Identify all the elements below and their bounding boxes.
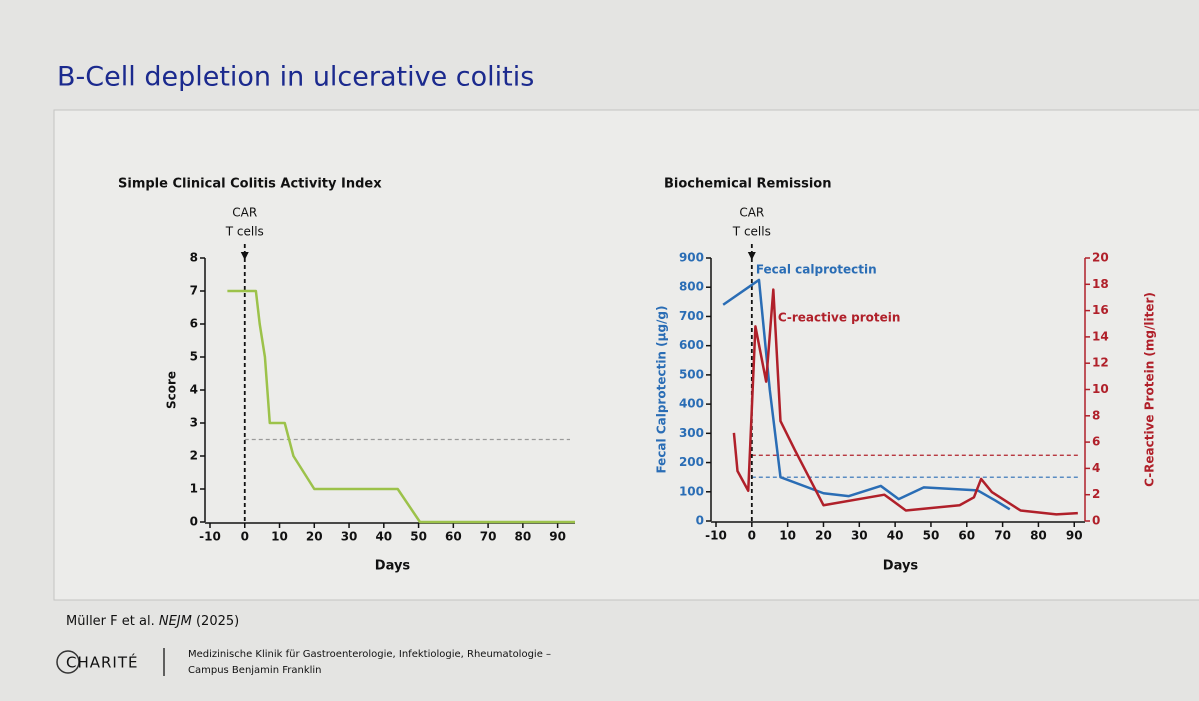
x-tick-label: 20 [306, 530, 323, 544]
event-arrow [240, 252, 249, 260]
x-tick-label: 20 [815, 529, 832, 543]
data-line [732, 288, 1078, 516]
x-tick-label: 90 [549, 530, 566, 544]
y2-tick-label: 10 [1092, 382, 1109, 396]
x-tick-label: 90 [1066, 529, 1083, 543]
y-tick-label: 6 [190, 317, 198, 331]
x-tick-label: 0 [748, 529, 756, 543]
series-label: C-reactive protein [778, 311, 901, 325]
y-axis-title: Score [165, 371, 179, 409]
x-axis-title: Days [883, 559, 919, 574]
x-tick-label: 50 [410, 530, 427, 544]
y-tick-label: 7 [190, 284, 198, 298]
y-tick-label: 400 [679, 397, 704, 411]
y-tick-label: 800 [679, 280, 704, 294]
x-tick-label: -10 [199, 530, 221, 544]
y2-tick-label: 16 [1092, 303, 1109, 317]
citation-journal: NEJM [159, 614, 192, 629]
series-label: Fecal calprotectin [756, 263, 877, 277]
y-tick-label: 4 [190, 383, 198, 397]
institution-line: Medizinische Klinik für Gastroenterologi… [188, 649, 551, 660]
logo-circle [56, 650, 80, 674]
x-tick-label: 80 [1030, 529, 1047, 543]
y-tick-label: 900 [679, 251, 704, 265]
y-tick-label: 5 [190, 350, 198, 364]
y-axis-title: Fecal Calprotectin (µg/g) [655, 305, 669, 473]
y2-tick-label: 12 [1092, 356, 1109, 370]
charts: Simple Clinical Colitis Activity Index 0 1… [118, 177, 1157, 574]
event-label: T cells [225, 225, 264, 239]
y-tick-label: 700 [679, 309, 704, 323]
y-tick-label: 300 [679, 426, 704, 440]
citation-year: (2025) [196, 614, 239, 629]
x-tick-label: 40 [375, 530, 392, 544]
y-tick-label: 2 [190, 449, 198, 463]
event-arrow [747, 252, 756, 260]
x-tick-label: 60 [958, 529, 975, 543]
chart-title: Biochemical Remission [664, 177, 831, 192]
x-tick-label: 10 [779, 529, 796, 543]
citation: Müller F et al. NEJM (2025) [66, 614, 239, 629]
slide-title: B-Cell depletion in ulcerative colitis [57, 62, 534, 93]
x-tick-label: 70 [994, 529, 1011, 543]
x-tick-label: 70 [480, 530, 497, 544]
x-tick-label: 30 [341, 530, 358, 544]
y2-tick-label: 20 [1092, 251, 1109, 265]
y-tick-label: 0 [190, 515, 198, 529]
x-tick-label: 10 [271, 530, 288, 544]
event-label: T cells [732, 225, 771, 239]
x-tick-label: -10 [705, 529, 727, 543]
x-tick-label: 30 [851, 529, 868, 543]
y-tick-label: 200 [679, 455, 704, 469]
logo: CHARITÉ [66, 653, 139, 672]
y-tick-label: 0 [696, 514, 704, 528]
y-tick-label: 100 [679, 484, 704, 498]
citation-authors: Müller F et al. [66, 614, 155, 629]
y2-tick-label: 2 [1092, 487, 1100, 501]
y-tick-label: 600 [679, 338, 704, 352]
y2-tick-label: 18 [1092, 277, 1109, 291]
x-tick-label: 60 [445, 530, 462, 544]
y2-tick-label: 0 [1092, 514, 1100, 528]
x-axis-title: Days [375, 559, 411, 574]
x-tick-label: 50 [923, 529, 940, 543]
x-tick-label: 80 [515, 530, 532, 544]
event-label: CAR [232, 206, 257, 220]
y2-tick-label: 4 [1092, 461, 1100, 475]
event-label: CAR [739, 206, 764, 220]
y-tick-label: 3 [190, 416, 198, 430]
y2-axis-title: C-Reactive Protein (mg/liter) [1143, 292, 1157, 487]
y2-tick-label: 8 [1092, 408, 1100, 422]
institution-line: Campus Benjamin Franklin [188, 665, 322, 676]
y2-tick-label: 6 [1092, 435, 1100, 449]
x-tick-label: 40 [887, 529, 904, 543]
y-tick-label: 1 [190, 482, 198, 496]
y-tick-label: 500 [679, 367, 704, 381]
x-tick-label: 0 [241, 530, 249, 544]
chart-title: Simple Clinical Colitis Activity Index [118, 177, 382, 192]
y-tick-label: 8 [190, 251, 198, 265]
y2-tick-label: 14 [1092, 329, 1109, 343]
data-line [227, 289, 575, 524]
